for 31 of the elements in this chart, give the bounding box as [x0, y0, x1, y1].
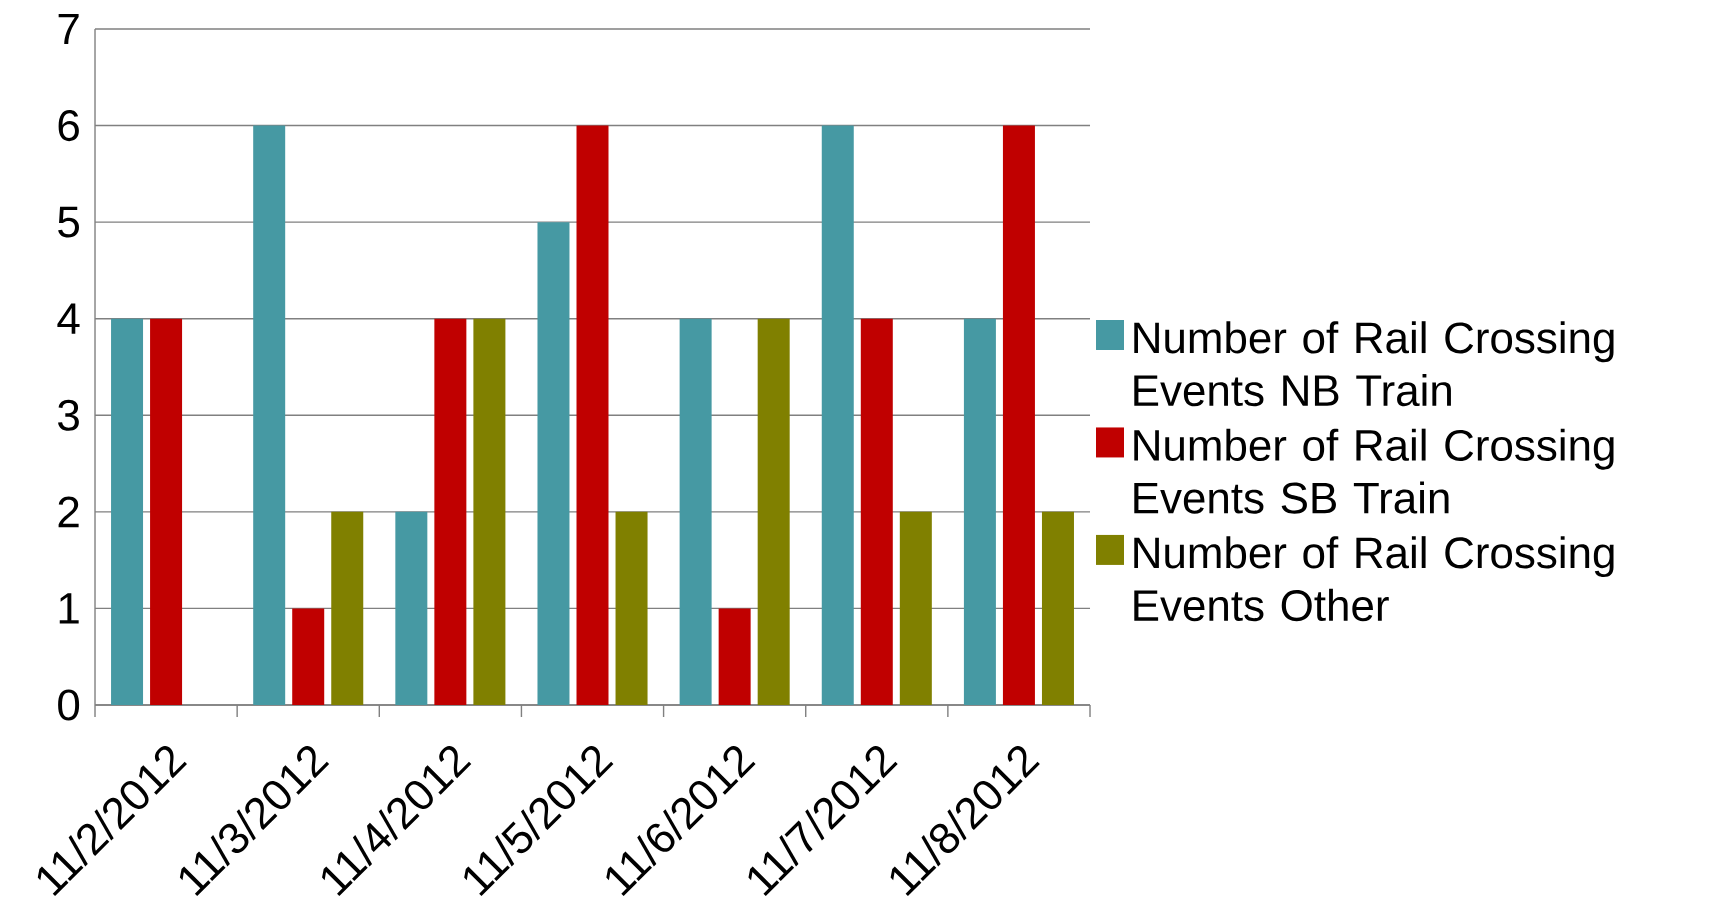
bar [395, 511, 428, 706]
y-tick-label: 1 [59, 593, 79, 624]
y-tick-label: 3 [58, 399, 79, 431]
bar [1002, 125, 1035, 706]
bar [615, 511, 648, 706]
bar [1041, 511, 1074, 706]
bar [576, 125, 609, 706]
bar [860, 318, 893, 706]
bar [473, 318, 506, 706]
legend-label: Number of Rail Crossing Events SB Train [1134, 428, 1614, 514]
y-tick-label: 4 [57, 303, 80, 334]
bar [434, 318, 467, 706]
y-tick-label: 6 [58, 110, 79, 142]
bar [757, 318, 790, 706]
bar [537, 222, 570, 706]
y-tick-label: 0 [58, 689, 80, 721]
bar [111, 318, 144, 706]
bar [718, 608, 751, 706]
bar [253, 125, 286, 706]
bar [292, 608, 325, 706]
bar [331, 511, 364, 706]
legend-label: Number of Rail Crossing Events NB Train [1134, 321, 1614, 407]
legend-label: Number of Rail Crossing Events Other [1134, 536, 1614, 622]
bar [963, 318, 996, 706]
y-tick-label: 5 [58, 206, 79, 238]
bar [899, 511, 932, 706]
bar [679, 318, 712, 706]
y-tick-label: 7 [58, 14, 79, 45]
bar [821, 125, 854, 706]
y-tick-label: 2 [58, 496, 79, 528]
bar [150, 318, 183, 706]
